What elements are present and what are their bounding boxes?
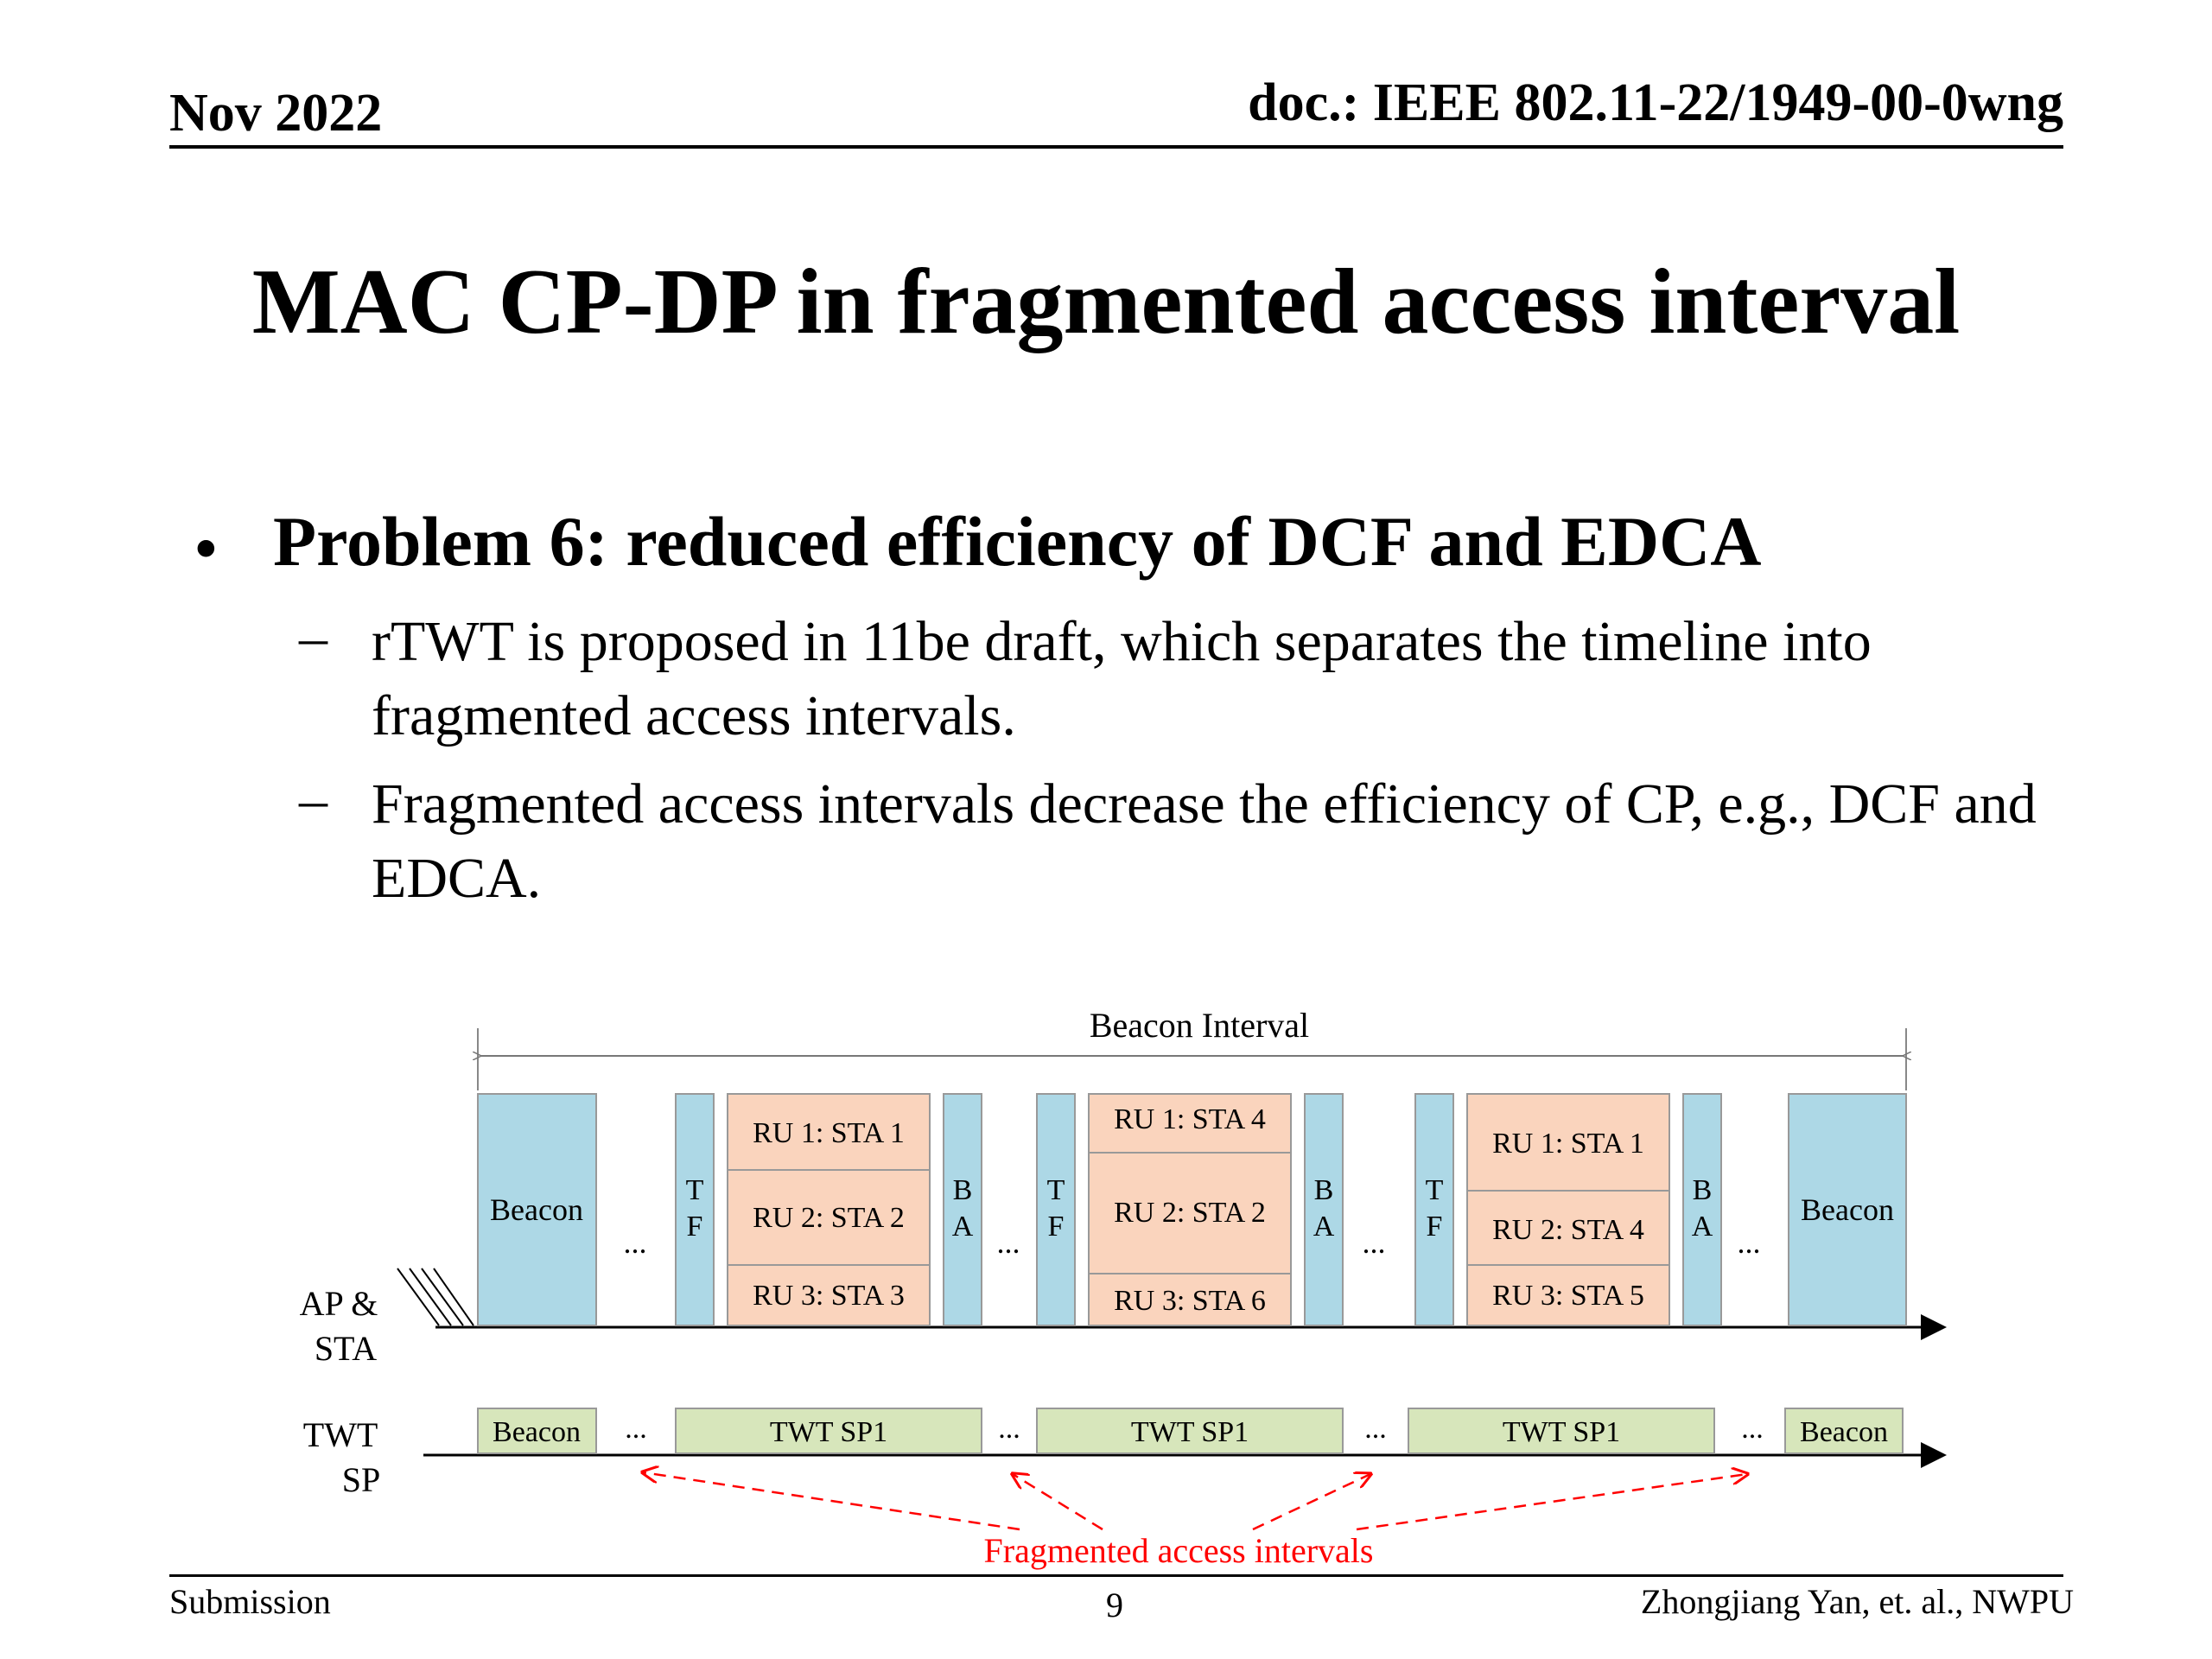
ru-label: RU 1: STA 4 [1114, 1103, 1266, 1135]
block-ack-label: A [1313, 1211, 1335, 1243]
subitem-dash-icon: – [299, 606, 327, 669]
trigger-frame [675, 1093, 715, 1326]
ellipsis: ... [997, 1225, 1020, 1260]
ellipsis: ... [625, 1413, 647, 1445]
block-ack-frame [1682, 1093, 1722, 1326]
trigger-frame-label: F [1427, 1211, 1443, 1243]
ru-label: RU 3: STA 5 [1492, 1280, 1644, 1312]
header-divider [169, 145, 2063, 149]
ellipsis: ... [1363, 1225, 1386, 1260]
bullet-icon: • [194, 509, 219, 588]
ru-label: RU 3: STA 6 [1114, 1285, 1266, 1317]
bullet-text: Problem 6: reduced efficiency of DCF and… [273, 502, 1762, 581]
ru-block [727, 1264, 931, 1326]
block-ack-frame [943, 1093, 982, 1326]
subitem-text: Fragmented access intervals decrease the… [372, 772, 2037, 910]
fragment-annotation-arrows [643, 1472, 1747, 1531]
twt-sp-label: TWT SP1 [1503, 1416, 1620, 1448]
beacon-interval-label: Beacon Interval [1090, 1006, 1309, 1045]
ru-label: RU 1: STA 1 [1492, 1128, 1644, 1160]
page-number: 9 [1106, 1586, 1123, 1624]
ru-block [1088, 1093, 1292, 1154]
block-ack-label: B [953, 1174, 973, 1206]
twt-sp-block [1036, 1408, 1344, 1454]
ru-block [727, 1169, 931, 1266]
header-doc-id: doc.: IEEE 802.11-22/1949-00-0wng [1248, 73, 2063, 132]
row-label-twt: TWT [303, 1415, 378, 1454]
twt-beacon-label: Beacon [493, 1416, 581, 1448]
trigger-frame-label: F [687, 1211, 703, 1243]
slide-title: MAC CP-DP in fragmented access interval [251, 251, 1961, 353]
ru-block [1088, 1152, 1292, 1274]
twt-sp-label: TWT SP1 [1131, 1416, 1249, 1448]
block-ack-frame [1304, 1093, 1344, 1326]
row-label-ap: AP & [300, 1284, 378, 1323]
block-ack-label: B [1693, 1174, 1713, 1206]
ru-label: RU 3: STA 3 [753, 1280, 905, 1312]
twt-beacon-block [1784, 1408, 1904, 1454]
ru-block [1466, 1190, 1670, 1266]
row-label-ap: STA [315, 1329, 377, 1368]
subitem-dash-icon: – [299, 768, 327, 831]
footer-divider [169, 1574, 2063, 1577]
trigger-frame-label: T [1426, 1174, 1444, 1206]
ru-label: RU 1: STA 1 [753, 1117, 905, 1149]
hatch-marks [397, 1268, 474, 1326]
twt-sp-label: TWT SP1 [770, 1416, 887, 1448]
ru-label: RU 2: STA 2 [753, 1202, 905, 1234]
ellipsis: ... [1738, 1225, 1761, 1260]
row-label-twt: SP [342, 1460, 381, 1499]
ru-block [1466, 1093, 1670, 1192]
header-date: Nov 2022 [169, 84, 383, 143]
ellipsis: ... [1364, 1413, 1387, 1445]
twt-sp-block [1408, 1408, 1715, 1454]
ellipsis: ... [1741, 1413, 1764, 1445]
subitem-text: rTWT is proposed in 11be draft, which se… [372, 610, 1872, 747]
trigger-frame [1036, 1093, 1076, 1326]
ru-label: RU 2: STA 4 [1492, 1214, 1644, 1246]
block-ack-label: B [1314, 1174, 1334, 1206]
footer-submission: Submission [169, 1582, 331, 1621]
ru-block [1088, 1273, 1292, 1326]
footer-authors: Zhongjiang Yan, et. al., NWPU [1640, 1582, 2074, 1621]
trigger-frame [1414, 1093, 1454, 1326]
beacon-frame [1788, 1093, 1907, 1326]
twt-beacon-block [477, 1408, 597, 1454]
twt-beacon-label: Beacon [1800, 1416, 1888, 1448]
ru-block [1466, 1264, 1670, 1326]
beacon-frame [477, 1093, 597, 1326]
trigger-frame-label: T [686, 1174, 704, 1206]
twt-sp-block [675, 1408, 982, 1454]
ellipsis: ... [998, 1413, 1020, 1445]
block-ack-label: A [952, 1211, 974, 1243]
trigger-frame-label: T [1047, 1174, 1065, 1206]
fragmented-intervals-annotation: Fragmented access intervals [984, 1531, 1374, 1570]
ru-label: RU 2: STA 2 [1114, 1197, 1266, 1229]
ellipsis: ... [624, 1225, 647, 1260]
beacon-frame-label: Beacon [1801, 1192, 1894, 1227]
trigger-frame-label: F [1048, 1211, 1065, 1243]
beacon-frame-label: Beacon [490, 1192, 583, 1227]
block-ack-label: A [1692, 1211, 1713, 1243]
